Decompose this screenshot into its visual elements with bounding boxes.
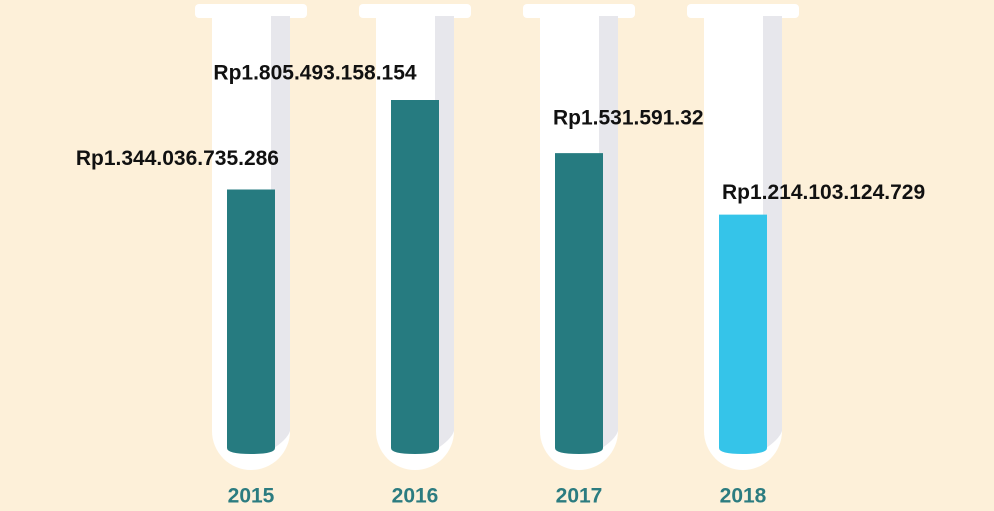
x-tick-label: 2017 <box>556 485 603 508</box>
tube-shade <box>435 16 454 450</box>
value-label: Rp1.214.103.124.729 <box>722 181 925 204</box>
tube-shade <box>271 16 290 450</box>
value-label: Rp1.344.036.735.286 <box>76 147 279 170</box>
x-tick-label: 2016 <box>392 485 439 508</box>
bar <box>391 100 439 454</box>
tube-shade <box>599 16 618 450</box>
value-label: Rp1.805.493.158.154 <box>213 62 416 85</box>
bar <box>227 189 275 454</box>
bar <box>555 153 603 454</box>
tube-rim <box>195 4 307 18</box>
bar <box>719 214 767 454</box>
x-tick-label: 2018 <box>720 485 767 508</box>
x-tick-label: 2015 <box>228 485 275 508</box>
tube-rim <box>523 4 635 18</box>
tube-rim <box>359 4 471 18</box>
tube-shade <box>763 16 782 450</box>
tube-rim <box>687 4 799 18</box>
